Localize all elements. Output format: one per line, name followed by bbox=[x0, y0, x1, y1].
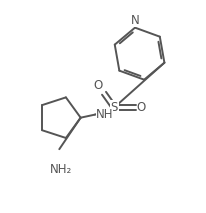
Text: NH₂: NH₂ bbox=[50, 163, 73, 176]
Text: O: O bbox=[94, 79, 103, 92]
Text: O: O bbox=[137, 101, 146, 114]
Text: N: N bbox=[131, 14, 139, 27]
Text: S: S bbox=[110, 101, 118, 114]
Text: NH: NH bbox=[96, 108, 113, 121]
